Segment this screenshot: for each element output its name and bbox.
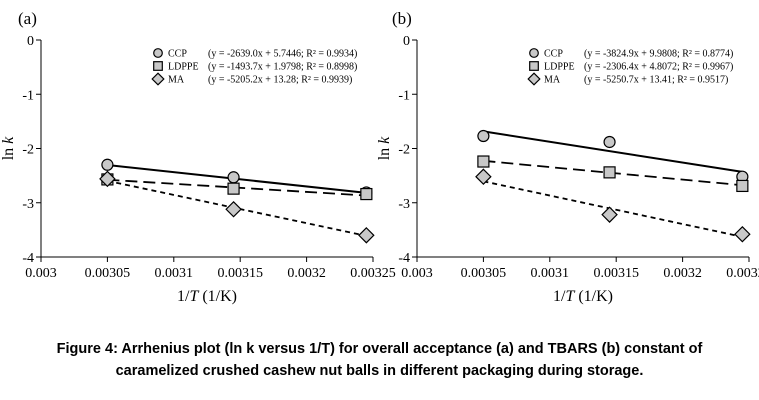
legend: CCP (y = -2639.0x + 5.7446; R² = 0.9934) L… (151, 48, 357, 86)
legend-marker-ldppe (153, 61, 163, 71)
x-tick-label: 0.00325 (726, 266, 759, 281)
legend-label-ma: MA (544, 75, 561, 86)
legend-label-ccp: CCP (544, 49, 563, 60)
legend-equation-ldppe: (y = -1493.7x + 1.9798; R² = 0.8998) (208, 62, 357, 73)
legend-marker-ccp (529, 48, 539, 58)
panel-label: (b) (392, 9, 412, 28)
x-tick-label: 0.00325 (350, 266, 396, 281)
chart-panel-b: (b) 0 -1 -2 -3 -40.003 0.00305 0.0031 0.00315 0.0… (376, 9, 759, 305)
legend-label-ccp: CCP (168, 49, 187, 60)
caption-line-2: caramelized crushed cashew nut balls in … (115, 363, 644, 379)
y-tick-label: -1 (22, 88, 34, 103)
caption-line-1: Figure 4: Arrhenius plot (ln k versus 1/… (56, 341, 703, 357)
x-axis-label: 1/T (1/K) (553, 288, 613, 305)
legend-equation-ccp: (y = -3824.9x + 9.9808; R² = 0.8774) (584, 49, 733, 60)
data-point-ma (475, 168, 492, 185)
x-tick-label: 0.00315 (217, 266, 263, 281)
series-ma (475, 168, 751, 243)
legend-equation-ccp: (y = -2639.0x + 5.7446; R² = 0.9934) (208, 49, 357, 60)
legend-label-ldppe: LDPPE (544, 62, 575, 73)
legend-label-ma: MA (168, 75, 185, 86)
series-ccp (477, 129, 749, 183)
y-tick-label: -2 (398, 143, 410, 158)
panel-label: (a) (18, 9, 37, 28)
y-tick-label: -4 (22, 251, 34, 266)
data-point-ldppe (360, 187, 373, 201)
legend: CCP (y = -3824.9x + 9.9808; R² = 0.8774) L… (527, 48, 733, 86)
legend-equation-ma: (y = -5250.7x + 13.41; R² = 0.9517) (584, 75, 728, 86)
series-ma (99, 170, 375, 244)
x-tick-label: 0.00305 (461, 266, 507, 281)
y-axis-label: ln k (376, 136, 393, 160)
x-tick-label: 0.003 (25, 266, 57, 281)
legend-marker-ldppe (529, 61, 539, 71)
data-point-ldppe (736, 179, 749, 193)
fit-line-ma (483, 180, 743, 238)
figure-caption: Figure 4: Arrhenius plot (ln k versus 1/… (0, 338, 759, 382)
data-point-ma (99, 170, 116, 188)
data-point-ccp (101, 158, 114, 171)
data-point-ccp (227, 171, 240, 184)
fit-line-ccp (483, 130, 743, 173)
y-axis-label: ln k (0, 136, 17, 160)
x-tick-label: 0.0031 (531, 266, 570, 281)
x-tick-label: 0.0032 (287, 266, 326, 281)
legend-marker-ccp (153, 48, 163, 58)
legend-marker-ma (527, 72, 541, 86)
x-tick-label: 0.0031 (155, 266, 194, 281)
data-point-ma (225, 200, 242, 218)
x-tick-label: 0.003 (401, 266, 433, 281)
y-tick-label: -2 (22, 143, 34, 158)
y-tick-label: 0 (403, 34, 410, 49)
x-axis-label: 1/T (1/K) (177, 288, 237, 305)
data-point-ma (358, 227, 375, 244)
data-point-ma (601, 206, 618, 223)
x-tick-label: 0.0032 (663, 266, 702, 281)
legend-marker-ma (151, 72, 165, 86)
x-tick-label: 0.00315 (593, 266, 639, 281)
x-tick-label: 0.00305 (85, 266, 131, 281)
data-point-ccp (603, 135, 616, 149)
legend-equation-ma: (y = -5205.2x + 13.28; R² = 0.9939) (208, 75, 352, 86)
legend-equation-ldppe: (y = -2306.4x + 4.8072; R² = 0.9967) (584, 62, 733, 73)
series-ldppe (477, 155, 749, 193)
figure: (a)0-1-2-3-40.003 0.00305 0.0031 0.00315 0.0… (0, 9, 759, 305)
data-point-ldppe (603, 166, 616, 179)
legend-label-ldppe: LDPPE (168, 62, 199, 73)
y-tick-label: -3 (398, 197, 410, 212)
y-tick-label: 0 (27, 34, 34, 49)
fit-line-ma (107, 179, 367, 237)
data-point-ma (734, 225, 751, 243)
y-tick-label: -4 (398, 251, 410, 266)
data-point-ldppe (477, 155, 490, 168)
chart-panel-a: (a) 0 -1 -2 -3 -40.003 0.00305 0.0031 0.00315 0.0… (0, 9, 396, 305)
y-tick-label: -3 (22, 197, 34, 212)
data-point-ccp (477, 129, 490, 143)
data-point-ldppe (227, 182, 240, 195)
y-tick-label: -1 (398, 88, 410, 103)
